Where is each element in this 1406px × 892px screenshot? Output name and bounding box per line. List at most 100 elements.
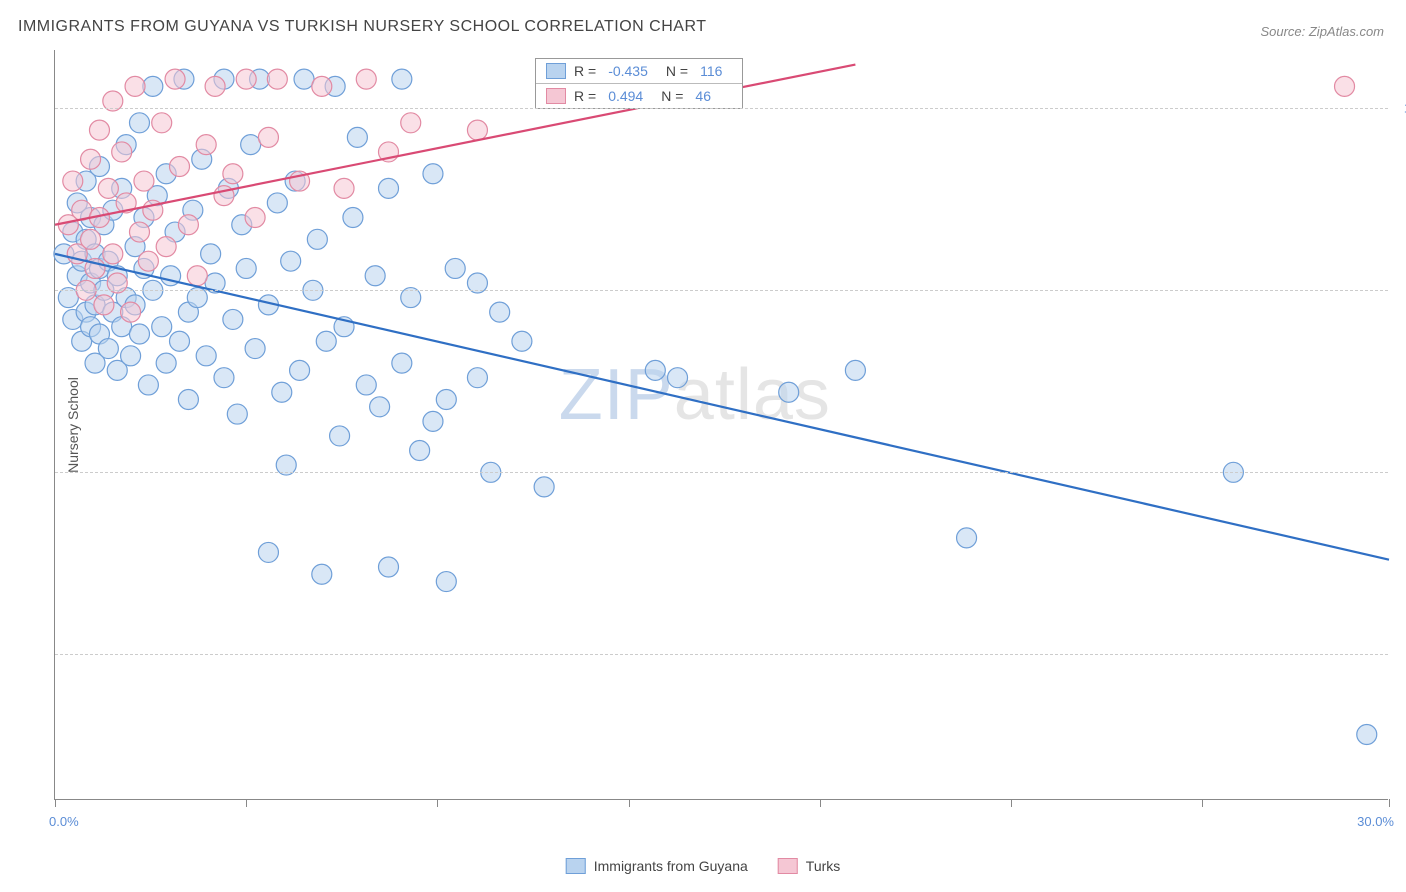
data-point [645, 360, 665, 380]
data-point [129, 113, 149, 133]
data-point [178, 215, 198, 235]
gridline [55, 108, 1388, 109]
data-point [370, 397, 390, 417]
data-point [223, 164, 243, 184]
data-point [258, 542, 278, 562]
x-tick [437, 799, 438, 807]
data-point [152, 113, 172, 133]
stats-n2: 46 [695, 88, 711, 104]
data-point [227, 404, 247, 424]
data-point [401, 113, 421, 133]
legend-item-series1: Immigrants from Guyana [566, 858, 748, 874]
scatter-svg [55, 50, 1388, 799]
data-point [267, 69, 287, 89]
stats-r1: -0.435 [608, 63, 648, 79]
y-tick-label: 97.5% [1396, 283, 1406, 298]
data-point [94, 295, 114, 315]
legend-label-series1: Immigrants from Guyana [594, 858, 748, 874]
data-point [436, 572, 456, 592]
data-point [112, 142, 132, 162]
stats-row-series1: R = -0.435 N = 116 [536, 59, 742, 83]
data-point [534, 477, 554, 497]
data-point [170, 331, 190, 351]
data-point [63, 171, 83, 191]
data-point [170, 157, 190, 177]
gridline [55, 472, 1388, 473]
source-attribution: Source: ZipAtlas.com [1260, 24, 1384, 39]
data-point [121, 346, 141, 366]
data-point [467, 120, 487, 140]
data-point [187, 266, 207, 286]
stats-n-label: N = [666, 63, 688, 79]
data-point [143, 76, 163, 96]
data-point [178, 390, 198, 410]
gridline [55, 290, 1388, 291]
data-point [379, 178, 399, 198]
data-point [205, 76, 225, 96]
data-point [165, 69, 185, 89]
x-tick [1202, 799, 1203, 807]
x-tick [246, 799, 247, 807]
data-point [196, 135, 216, 155]
data-point [267, 193, 287, 213]
plot-area: Nursery School ZIPatlas R = -0.435 N = 1… [54, 50, 1388, 800]
swatch-series1 [546, 63, 566, 79]
x-tick [629, 799, 630, 807]
data-point [334, 178, 354, 198]
data-point [152, 317, 172, 337]
x-min-label: 0.0% [49, 814, 79, 829]
data-point [423, 411, 443, 431]
data-point [490, 302, 510, 322]
data-point [245, 339, 265, 359]
data-point [223, 309, 243, 329]
data-point [1335, 76, 1355, 96]
data-point [330, 426, 350, 446]
x-tick [820, 799, 821, 807]
data-point [121, 302, 141, 322]
legend-item-series2: Turks [778, 858, 840, 874]
data-point [214, 368, 234, 388]
data-point [356, 69, 376, 89]
data-point [307, 229, 327, 249]
data-point [156, 353, 176, 373]
y-tick-label: 95.0% [1396, 465, 1406, 480]
stats-n1: 116 [700, 63, 722, 79]
x-max-label: 30.0% [1357, 814, 1394, 829]
legend-label-series2: Turks [806, 858, 840, 874]
stats-r-label: R = [574, 88, 596, 104]
data-point [445, 258, 465, 278]
data-point [103, 244, 123, 264]
data-point [365, 266, 385, 286]
data-point [138, 251, 158, 271]
data-point [467, 368, 487, 388]
data-point [98, 178, 118, 198]
stats-n-label: N = [661, 88, 683, 104]
data-point [1357, 724, 1377, 744]
data-point [356, 375, 376, 395]
data-point [436, 390, 456, 410]
data-point [138, 375, 158, 395]
bottom-legend: Immigrants from Guyana Turks [566, 858, 841, 874]
data-point [241, 135, 261, 155]
y-tick-label: 100.0% [1396, 101, 1406, 116]
data-point [236, 69, 256, 89]
data-point [423, 164, 443, 184]
data-point [957, 528, 977, 548]
data-point [410, 440, 430, 460]
trend-line [55, 254, 1389, 560]
data-point [290, 360, 310, 380]
data-point [245, 207, 265, 227]
data-point [312, 76, 332, 96]
swatch-series2 [546, 88, 566, 104]
data-point [845, 360, 865, 380]
data-point [316, 331, 336, 351]
stats-r2: 0.494 [608, 88, 643, 104]
data-point [347, 127, 367, 147]
data-point [125, 76, 145, 96]
x-tick [55, 799, 56, 807]
data-point [258, 127, 278, 147]
data-point [392, 69, 412, 89]
data-point [129, 222, 149, 242]
data-point [294, 69, 314, 89]
data-point [89, 120, 109, 140]
